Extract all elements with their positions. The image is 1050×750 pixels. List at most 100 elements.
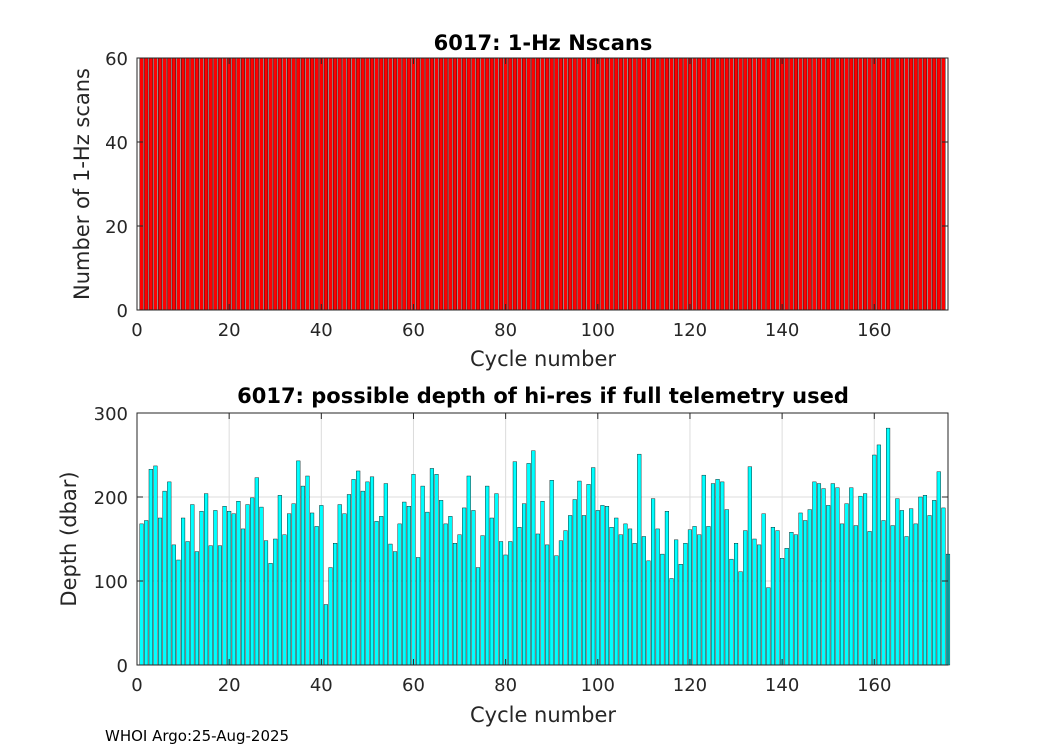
depth-bar: [397, 523, 402, 666]
nscans-bar: [342, 57, 347, 311]
depth-bar: [383, 483, 388, 666]
depth-bar: [157, 517, 163, 666]
nscans-bar: [204, 57, 209, 311]
nscans-bar: [282, 57, 287, 311]
depth-bar: [227, 511, 232, 666]
depth-bar: [577, 480, 582, 666]
depth-bar: [457, 534, 462, 666]
depth-bar: [287, 513, 292, 666]
nscans-bar: [710, 57, 716, 311]
nscans-bar: [687, 57, 692, 311]
nscans-bar: [351, 57, 356, 311]
depth-bar: [839, 523, 845, 666]
depth-bar: [333, 543, 338, 666]
nscans-bar: [425, 57, 430, 311]
nscans-bar: [545, 57, 550, 311]
nscans-bar: [531, 57, 536, 311]
depth-bar: [678, 564, 683, 666]
nscans-bar: [614, 57, 619, 311]
depth-bar: [240, 528, 246, 666]
nscans-bar: [807, 57, 812, 311]
nscans-bar: [236, 57, 241, 311]
depth-xtick-label: 40: [310, 675, 333, 696]
nscans-bar: [655, 57, 660, 311]
depth-bar: [342, 513, 347, 666]
depth-bar: [535, 533, 540, 666]
nscans-bar: [941, 57, 946, 311]
nscans-bar: [793, 57, 798, 311]
nscans-bar: [770, 57, 775, 311]
depth-bar: [148, 469, 153, 666]
depth-bar: [632, 543, 637, 666]
depth-bar: [420, 485, 425, 666]
nscans-bar: [632, 57, 637, 311]
nscans-bar: [503, 57, 508, 311]
nscans-chart-ylabel: Number of 1-Hz scans: [70, 68, 94, 300]
nscans-chart-title: 6017: 1-Hz Nscans: [434, 31, 653, 55]
depth-bar: [761, 513, 766, 666]
depth-xtick-label: 160: [857, 675, 891, 696]
depth-bar: [674, 539, 679, 666]
depth-bar: [503, 554, 508, 666]
nscans-bar: [397, 57, 402, 311]
nscans-xtick-label: 20: [218, 320, 241, 341]
nscans-bar: [816, 57, 822, 311]
nscans-bar: [572, 57, 577, 311]
depth-bar: [144, 520, 149, 666]
nscans-bar: [858, 57, 863, 311]
footer-credit: WHOI Argo:25-Aug-2025: [105, 727, 289, 745]
nscans-bar: [706, 57, 711, 311]
depth-bar: [747, 466, 752, 666]
nscans-ytick-label: 0: [117, 301, 128, 322]
depth-xtick-label: 120: [673, 675, 707, 696]
depth-bar: [277, 495, 282, 666]
nscans-bar: [697, 57, 702, 311]
depth-bar: [429, 468, 434, 666]
depth-bar: [139, 523, 144, 666]
nscans-bar: [443, 57, 448, 311]
depth-bar: [259, 506, 264, 666]
nscans-bar: [761, 57, 766, 311]
nscans-bar: [844, 57, 849, 311]
nscans-bar: [890, 57, 895, 311]
nscans-bar: [674, 57, 679, 311]
nscans-bar: [729, 57, 734, 311]
depth-bar: [789, 532, 794, 666]
depth-bar: [844, 503, 849, 666]
nscans-bar: [798, 57, 803, 311]
nscans-bar: [558, 57, 563, 311]
depth-bar: [600, 505, 605, 666]
depth-bar: [904, 536, 909, 666]
depth-bar: [411, 474, 416, 666]
depth-xtick-label: 100: [581, 675, 615, 696]
depth-bar: [563, 530, 568, 666]
depth-bar: [752, 538, 757, 666]
nscans-bar: [319, 57, 324, 311]
nscans-bar: [420, 57, 425, 311]
depth-bar: [300, 485, 305, 666]
depth-bar: [941, 507, 946, 666]
depth-bar: [669, 578, 674, 666]
depth-bar: [162, 490, 167, 666]
depth-bar: [190, 504, 195, 666]
nscans-bar: [881, 57, 886, 311]
depth-bar: [434, 474, 439, 666]
nscans-bar: [526, 57, 531, 311]
depth-bar: [766, 587, 771, 666]
nscans-bar: [899, 57, 904, 311]
nscans-bar: [604, 57, 610, 311]
depth-bar: [660, 553, 665, 666]
depth-bar: [821, 488, 826, 666]
depth-bar: [374, 521, 379, 666]
nscans-bar: [429, 57, 434, 311]
depth-chart-ylabel: Depth (dbar): [57, 471, 81, 606]
nscans-bar: [314, 57, 319, 311]
nscans-bar: [485, 57, 490, 311]
nscans-bar: [835, 57, 840, 311]
depth-bar: [932, 500, 937, 666]
depth-bar: [701, 474, 706, 666]
nscans-bar: [323, 57, 328, 311]
depth-bar: [710, 483, 716, 666]
depth-bar: [494, 493, 499, 666]
